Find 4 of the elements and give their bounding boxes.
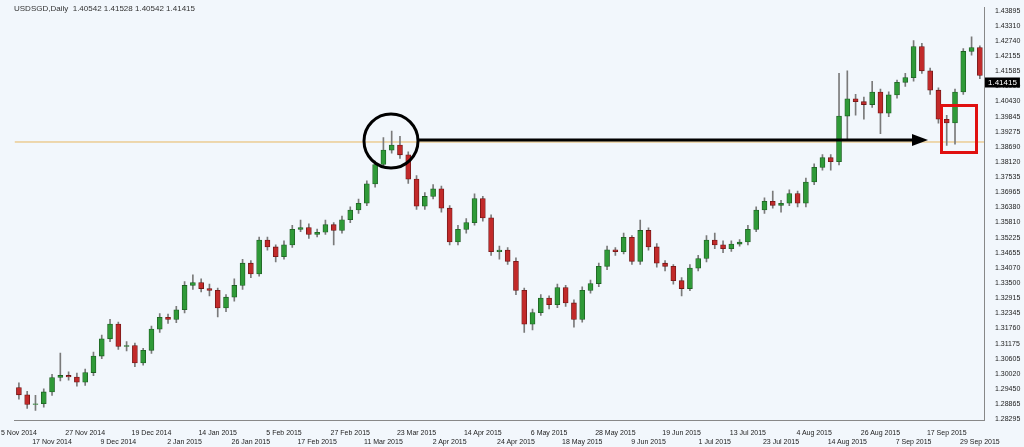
candlestick xyxy=(861,96,867,120)
candlestick xyxy=(769,190,776,209)
candlestick xyxy=(388,130,395,154)
chart-title: USDSGD,Daily 1.40542 1.41528 1.40542 1.41415 xyxy=(14,4,196,14)
